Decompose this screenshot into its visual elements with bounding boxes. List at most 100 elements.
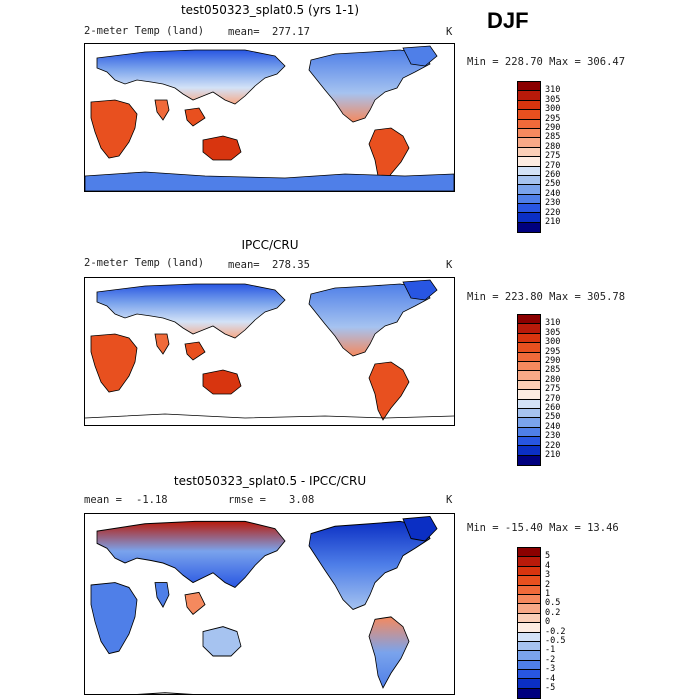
colorbar-swatch — [518, 157, 540, 167]
colorbar-swatch — [518, 82, 540, 92]
colorbar-swatch — [518, 128, 540, 139]
colorbar-swatch — [518, 324, 540, 334]
colorbar-swatch — [518, 437, 540, 447]
colorbar-swatch — [518, 352, 540, 362]
colorbar-swatch — [518, 315, 540, 325]
colorbar-swatch — [518, 166, 540, 176]
panel-1-colorbar — [517, 81, 541, 234]
colorbar-swatch — [518, 361, 540, 372]
panel-2-variable-label: 2-meter Temp (land) — [84, 257, 205, 269]
colorbar-tick-label: 300 — [545, 104, 561, 115]
colorbar-swatch — [518, 660, 540, 671]
colorbar-swatch — [518, 455, 540, 466]
colorbar-tick-label: 270 — [545, 393, 561, 404]
colorbar-tick-label: 210 — [545, 450, 561, 460]
colorbar-swatch — [518, 333, 540, 344]
colorbar-tick-label: 240 — [545, 421, 561, 432]
colorbar-swatch — [518, 576, 540, 586]
colorbar-tick-label: 0 — [545, 617, 551, 628]
colorbar-tick-label: -3 — [545, 664, 556, 675]
colorbar-swatch — [518, 175, 540, 186]
colorbar-tick-label: 275 — [545, 151, 561, 162]
panel-2-map — [84, 277, 455, 426]
panel-2-mean-label: mean= — [228, 259, 260, 271]
colorbar-swatch — [518, 632, 540, 642]
colorbar-tick-label: 210 — [545, 217, 561, 227]
panel-3-map — [84, 513, 455, 695]
colorbar-swatch — [518, 548, 540, 558]
colorbar-tick-label: 3 — [545, 570, 551, 581]
panel-1-minmax: Min = 228.70 Max = 306.47 — [467, 56, 626, 68]
colorbar-swatch — [518, 147, 540, 158]
colorbar-tick-label: 290 — [545, 356, 561, 366]
colorbar-swatch — [518, 371, 540, 381]
panel-2-mean-value: 278.35 — [272, 259, 310, 271]
colorbar-tick-label: 260 — [545, 170, 561, 180]
colorbar-swatch — [518, 670, 540, 680]
colorbar-swatch — [518, 594, 540, 605]
colorbar-tick-label: -2 — [545, 654, 556, 665]
colorbar-tick-label: 230 — [545, 198, 561, 209]
colorbar-swatch — [518, 119, 540, 129]
colorbar-swatch — [518, 585, 540, 595]
colorbar-swatch — [518, 380, 540, 391]
panel-3-rmse-value: 3.08 — [289, 494, 315, 506]
panel-3-mean-label: mean = — [84, 494, 122, 506]
panel-3-title: test050323_splat0.5 - IPCC/CRU — [173, 474, 367, 488]
colorbar-swatch — [518, 566, 540, 577]
colorbar-swatch — [518, 641, 540, 652]
colorbar-tick-label: 230 — [545, 431, 561, 442]
colorbar-tick-label: 310 — [545, 85, 561, 96]
colorbar-tick-label: 260 — [545, 403, 561, 413]
panel-1-mean-label: mean= — [228, 26, 260, 38]
panel-1-variable-label: 2-meter Temp (land) — [84, 25, 205, 37]
colorbar-swatch — [518, 418, 540, 428]
colorbar-tick-label: 0.5 — [545, 598, 561, 609]
colorbar-tick-label: 305 — [545, 327, 561, 338]
colorbar-swatch — [518, 651, 540, 661]
colorbar-swatch — [518, 110, 540, 120]
colorbar-tick-label: 305 — [545, 94, 561, 105]
colorbar-tick-label: 0.2 — [545, 607, 561, 618]
colorbar-tick-label: 240 — [545, 188, 561, 199]
panel-2-colorbar — [517, 314, 541, 467]
colorbar-tick-label: 280 — [545, 141, 561, 152]
colorbar-tick-label: 295 — [545, 113, 561, 124]
colorbar-swatch — [518, 408, 540, 419]
panel-3-units: K — [446, 494, 453, 506]
colorbar-swatch — [518, 100, 540, 111]
colorbar-tick-label: 295 — [545, 346, 561, 357]
colorbar-tick-label: 280 — [545, 374, 561, 385]
season-label: DJF — [487, 8, 529, 33]
colorbar-tick-label: 250 — [545, 412, 561, 423]
colorbar-tick-label: 310 — [545, 318, 561, 329]
colorbar-tick-label: 4 — [545, 560, 551, 571]
colorbar-tick-label: 285 — [545, 132, 561, 143]
colorbar-swatch — [518, 222, 540, 233]
colorbar-swatch — [518, 204, 540, 214]
colorbar-swatch — [518, 185, 540, 195]
colorbar-swatch — [518, 446, 540, 456]
colorbar-tick-label: 2 — [545, 579, 551, 590]
colorbar-tick-label: -1 — [545, 645, 556, 656]
colorbar-tick-label: 285 — [545, 365, 561, 376]
colorbar-tick-label: 220 — [545, 207, 561, 218]
panel-2-title: IPCC/CRU — [241, 238, 299, 252]
colorbar-tick-label: -5 — [545, 683, 556, 693]
colorbar-swatch — [518, 343, 540, 353]
panel-2-minmax: Min = 223.80 Max = 305.78 — [467, 291, 626, 303]
colorbar-swatch — [518, 623, 540, 633]
panel-1-units: K — [446, 26, 453, 38]
panel-1-map — [84, 43, 455, 192]
colorbar-tick-label: -0.5 — [545, 636, 566, 646]
colorbar-swatch — [518, 427, 540, 438]
colorbar-swatch — [518, 91, 540, 101]
colorbar-swatch — [518, 138, 540, 148]
colorbar-swatch — [518, 679, 540, 689]
colorbar-swatch — [518, 213, 540, 223]
panel-3-colorbar — [517, 547, 541, 700]
colorbar-tick-label: 270 — [545, 160, 561, 171]
colorbar-swatch — [518, 399, 540, 409]
colorbar-tick-label: -0.2 — [545, 626, 566, 637]
colorbar-swatch — [518, 194, 540, 205]
